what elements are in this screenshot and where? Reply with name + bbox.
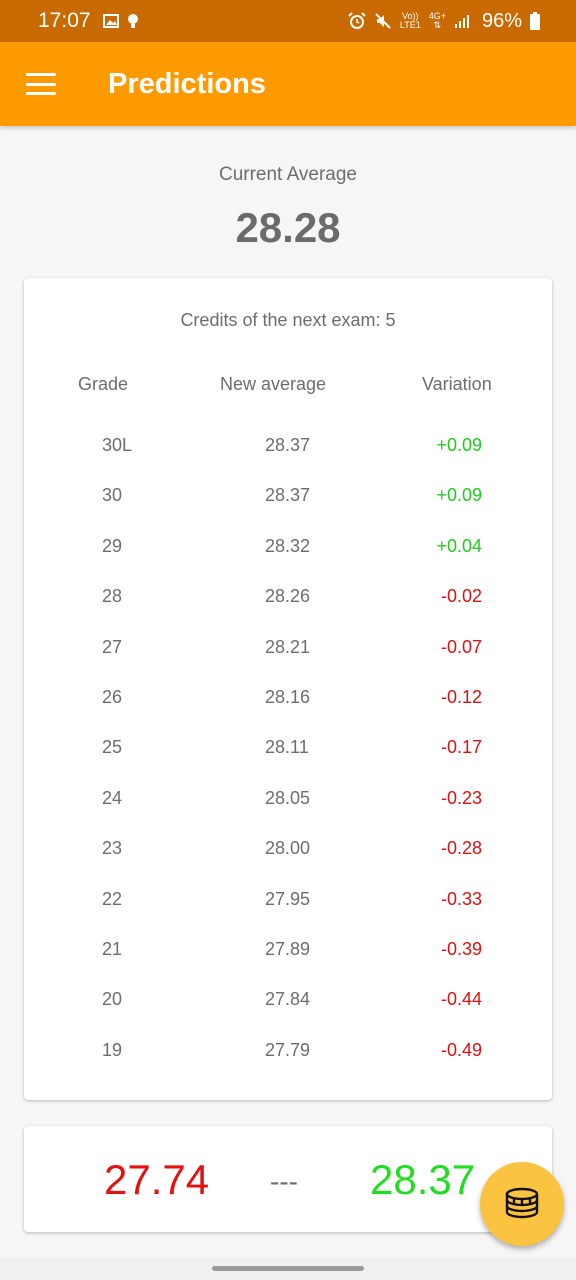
gesture-handle[interactable] [212, 1266, 364, 1271]
row-new-average: 27.79 [265, 1039, 311, 1060]
header-new-average: New average [220, 374, 327, 394]
row-new-average: 28.26 [265, 586, 311, 607]
predictions-card: Credits of the next exam: 5 Grade New av… [24, 278, 552, 1100]
row-variation: -0.23 [440, 787, 482, 808]
row-variation: -0.28 [440, 838, 482, 859]
status-bar: 17:07 Vo)) LTE1 4G+ ⇅ [0, 0, 576, 42]
battery-percentage: 96% [481, 9, 522, 32]
alarm-icon [348, 12, 366, 29]
navigation-bar [0, 1258, 576, 1280]
row-grade: 28 [102, 586, 123, 607]
coins-stack-icon [505, 1187, 539, 1219]
row-grade: 22 [102, 888, 123, 909]
row-new-average: 28.37 [265, 435, 311, 455]
row-new-average: 27.89 [265, 938, 311, 959]
table-row: 27 28.21 -0.07 [24, 622, 552, 672]
table-row: 30 28.37 +0.09 [24, 470, 552, 520]
status-time: 17:07 [38, 9, 91, 32]
table-row: 24 28.05 -0.23 [24, 773, 552, 823]
lightbulb-icon [127, 14, 138, 28]
table-row: 29 28.32 +0.04 [24, 521, 552, 571]
table-row: 30L 28.37 +0.09 [24, 420, 552, 470]
range-max: 28.37 [370, 1156, 476, 1203]
row-grade: 30L [102, 435, 133, 455]
row-grade: 26 [102, 686, 123, 707]
row-new-average: 28.11 [265, 737, 309, 758]
table-row: 26 28.16 -0.12 [24, 672, 552, 722]
table-row: 22 27.95 -0.33 [24, 874, 552, 924]
coins-stack-button[interactable] [480, 1162, 564, 1246]
row-new-average: 28.32 [265, 535, 311, 556]
row-variation: -0.02 [440, 586, 482, 607]
row-variation: -0.44 [440, 989, 482, 1010]
row-grade: 27 [102, 636, 123, 657]
row-grade: 29 [102, 535, 123, 556]
row-grade: 19 [102, 1039, 123, 1060]
row-grade: 20 [102, 989, 123, 1010]
row-variation: -0.12 [440, 686, 482, 707]
row-variation: -0.39 [440, 938, 482, 959]
row-new-average: 28.16 [265, 686, 311, 707]
row-grade: 30 [102, 485, 123, 506]
row-variation: +0.04 [436, 535, 482, 556]
signal-icon [454, 15, 469, 28]
volte-indicator: Vo)) LTE1 [399, 11, 421, 30]
row-new-average: 28.21 [265, 636, 311, 657]
row-grade: 21 [102, 938, 123, 959]
row-variation: -0.17 [440, 737, 482, 758]
network-4g-indicator: 4G+ ⇅ [428, 11, 446, 30]
current-average-label: Current Average [218, 164, 357, 185]
mute-icon [375, 13, 391, 29]
page-title: Predictions [108, 67, 266, 100]
table-row: 20 27.84 -0.44 [24, 974, 552, 1024]
current-average-value: 28.28 [235, 204, 341, 251]
row-grade: 24 [102, 787, 123, 808]
table-header: Grade New average Variation [24, 374, 552, 398]
row-new-average: 28.37 [265, 485, 311, 506]
row-variation: -0.33 [440, 888, 482, 909]
range-min: 27.74 [104, 1156, 210, 1203]
table-row: 23 28.00 -0.28 [24, 823, 552, 873]
table-row: 19 27.79 -0.49 [24, 1025, 552, 1075]
prediction-table: 30L 28.37 +0.09 30 28.37 +0.09 29 28.32 +0.04 28 2… [24, 420, 552, 1075]
row-grade: 23 [102, 838, 123, 859]
app-bar: Predictions [0, 42, 576, 126]
range-card: 27.74 --- 28.37 [24, 1126, 552, 1232]
battery-icon [530, 12, 540, 30]
table-row: 28 28.26 -0.02 [24, 571, 552, 621]
row-variation: +0.09 [436, 435, 482, 455]
credits-label: Credits of the next exam: 5 [180, 310, 396, 330]
row-new-average: 27.84 [265, 989, 311, 1010]
row-new-average: 28.00 [265, 838, 311, 859]
row-grade: 25 [102, 737, 123, 758]
table-row: 21 27.89 -0.39 [24, 924, 552, 974]
row-new-average: 28.05 [265, 787, 311, 808]
range-separator: --- [270, 1166, 298, 1197]
header-variation: Variation [422, 374, 492, 394]
image-icon [102, 14, 119, 28]
header-grade: Grade [78, 374, 129, 394]
row-variation: -0.49 [440, 1039, 482, 1060]
row-new-average: 27.95 [265, 888, 311, 909]
row-variation: -0.07 [440, 636, 482, 657]
row-variation: +0.09 [436, 485, 482, 506]
table-row: 25 28.11 -0.17 [24, 722, 552, 772]
hamburger-icon[interactable] [26, 73, 56, 95]
